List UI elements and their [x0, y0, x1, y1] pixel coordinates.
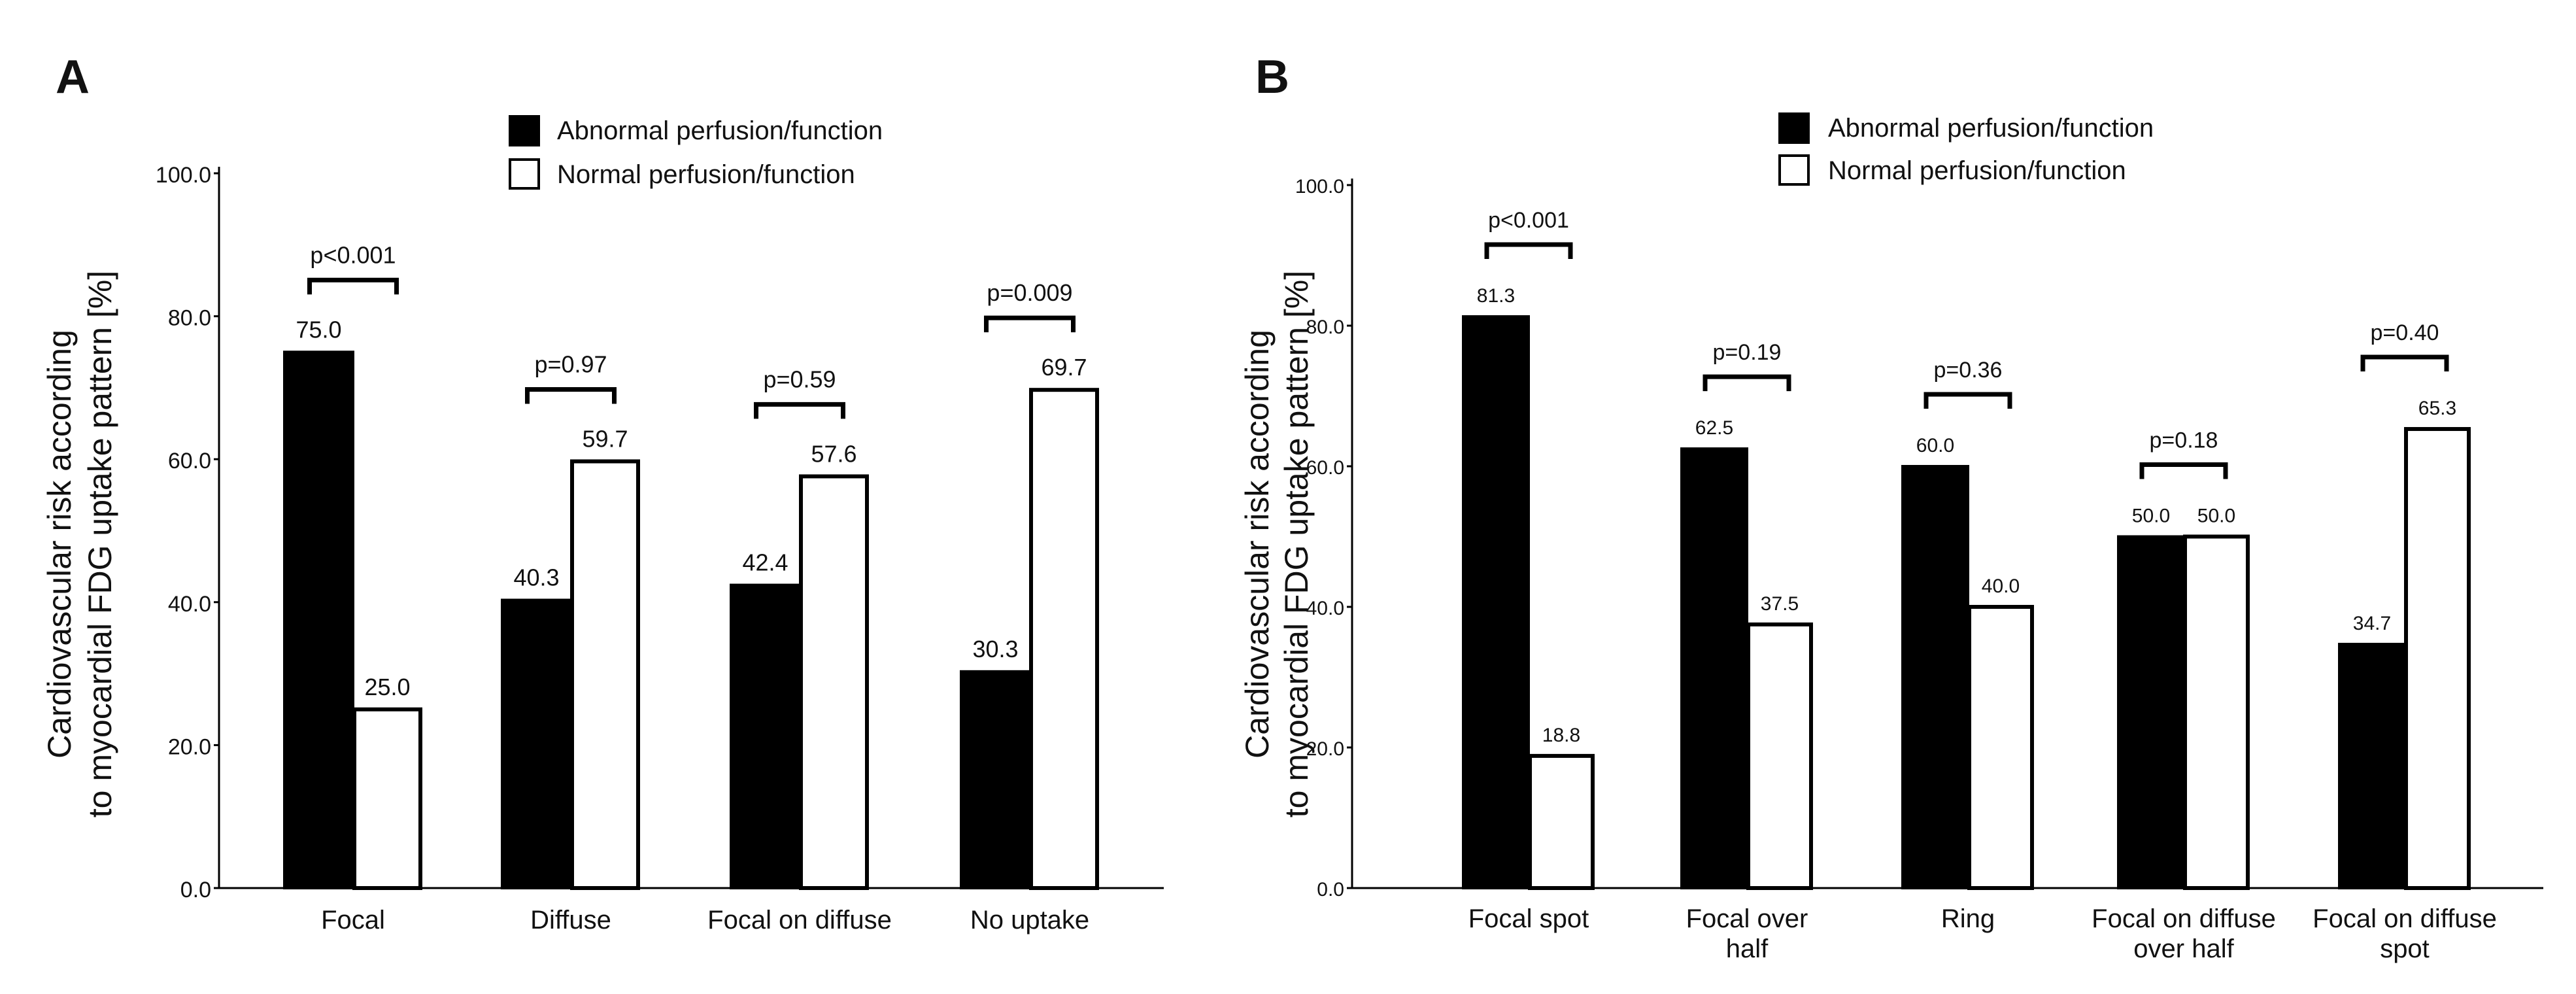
value-label-abnormal-b: 81.3 — [1477, 285, 1515, 307]
bar-abnormal-a — [960, 670, 1031, 890]
panel-letter-a: A — [56, 51, 90, 103]
value-label-normal-a: 59.7 — [582, 425, 628, 452]
y-tick-label-a: 60.0 — [168, 449, 211, 473]
category-label-a: Focal on diffuse — [707, 906, 892, 934]
p-value-label-b: p=0.40 — [2371, 320, 2439, 345]
category-label-b: half — [1726, 934, 1769, 963]
p-value-label-b: p=0.36 — [1934, 358, 2003, 383]
value-label-normal-b: 65.3 — [2418, 398, 2456, 419]
y-axis-label-a-line2: to myocardial FDG uptake pattern [%] — [82, 271, 118, 817]
category-label-b: over half — [2133, 934, 2234, 963]
y-axis-label-b-line2: to myocardial FDG uptake pattern [%] — [1278, 271, 1315, 817]
category-label-b: Ring — [1941, 904, 1995, 933]
significance-bracket-a — [525, 386, 617, 404]
y-tick-label-b: 40.0 — [1306, 598, 1344, 619]
y-tick-label-a: 20.0 — [168, 734, 211, 759]
plot-area-b: 0.0 20.0 40.0 60.0 80.0 100.0 81.3 18.8 p<0.001 F… — [1295, 176, 2543, 963]
legend-label-normal-a: Normal perfusion/function — [557, 160, 855, 189]
legend-b: Abnormal perfusion/function Normal perfu… — [1778, 112, 2154, 186]
legend-swatch-abnormal-a — [509, 115, 540, 146]
legend-label-normal-b: Normal perfusion/function — [1828, 156, 2126, 185]
value-label-abnormal-b: 34.7 — [2353, 613, 2391, 634]
legend-swatch-normal-a — [509, 158, 540, 190]
y-tick-label-b: 60.0 — [1306, 457, 1344, 479]
category-label-b: Focal over — [1686, 904, 1808, 933]
category-label-b: Focal on diffuse — [2092, 904, 2276, 933]
category-label-a: Focal — [321, 906, 385, 934]
significance-bracket-b — [1484, 242, 1573, 260]
legend-swatch-normal-b — [1778, 154, 1810, 186]
bar-abnormal-b — [1462, 315, 1530, 889]
significance-bracket-a — [984, 315, 1076, 333]
y-tick-label-b: 80.0 — [1306, 317, 1344, 338]
bar-abnormal-b — [1680, 447, 1748, 889]
p-value-label-b: p=0.18 — [2150, 428, 2218, 453]
value-label-abnormal-b: 60.0 — [1916, 435, 1954, 456]
value-label-normal-b: 18.8 — [1542, 725, 1580, 746]
significance-bracket-a — [307, 277, 399, 295]
significance-bracket-b — [2139, 462, 2228, 479]
y-tick-label-b: 100.0 — [1295, 176, 1344, 197]
bar-normal-a — [352, 707, 422, 890]
y-axis-label-b-line1: Cardiovascular risk according — [1239, 330, 1276, 759]
y-tick-label-a: 0.0 — [180, 878, 211, 902]
category-label-b: Focal spot — [1468, 904, 1589, 933]
bar-abnormal-b — [1901, 465, 1969, 889]
bar-normal-b — [2183, 534, 2250, 890]
bar-normal-b — [1528, 753, 1595, 891]
value-label-normal-a: 69.7 — [1041, 354, 1087, 381]
bar-normal-b — [1967, 605, 2034, 890]
legend-swatch-abnormal-b — [1778, 112, 1810, 144]
bar-normal-a — [570, 459, 640, 890]
category-label-b: Focal on diffuse — [2313, 904, 2497, 933]
p-value-label-b: p<0.001 — [1488, 208, 1569, 233]
value-label-normal-b: 50.0 — [2197, 506, 2235, 527]
category-label-b: spot — [2380, 934, 2430, 963]
bar-normal-a — [799, 474, 869, 890]
value-label-abnormal-a: 40.3 — [513, 564, 559, 591]
p-value-label-b: p=0.19 — [1713, 340, 1782, 365]
value-label-abnormal-a: 42.4 — [742, 549, 788, 576]
value-label-normal-b: 40.0 — [1982, 575, 2020, 597]
value-label-normal-a: 57.6 — [811, 440, 856, 467]
y-axis-label-a-line1: Cardiovascular risk according — [41, 330, 78, 759]
significance-bracket-a — [754, 402, 845, 419]
legend-label-abnormal-b: Abnormal perfusion/function — [1828, 114, 2154, 143]
bar-normal-a — [1029, 388, 1099, 890]
bar-abnormal-b — [2338, 642, 2406, 889]
significance-bracket-b — [1703, 374, 1791, 392]
category-label-a: Diffuse — [530, 906, 611, 934]
value-label-abnormal-a: 30.3 — [972, 636, 1018, 662]
p-value-label-a: p=0.97 — [534, 351, 607, 377]
significance-bracket-b — [2360, 354, 2449, 372]
y-tick-label-b: 20.0 — [1306, 738, 1344, 760]
value-label-normal-b: 37.5 — [1761, 593, 1799, 615]
y-tick-label-a: 40.0 — [168, 592, 211, 617]
bar-abnormal-b — [2117, 535, 2185, 889]
legend-a: Abnormal perfusion/function Normal perfu… — [509, 115, 883, 190]
bar-normal-b — [2404, 427, 2471, 890]
category-label-a: No uptake — [970, 906, 1089, 934]
y-tick-label-a: 80.0 — [168, 306, 211, 331]
p-value-label-a: p=0.59 — [763, 366, 836, 392]
legend-label-abnormal-a: Abnormal perfusion/function — [557, 116, 883, 145]
y-tick-label-a: 100.0 — [156, 163, 211, 188]
bar-normal-b — [1746, 622, 1813, 890]
y-tick-label-b: 0.0 — [1317, 879, 1344, 900]
p-value-label-a: p=0.009 — [987, 279, 1072, 306]
value-label-abnormal-b: 62.5 — [1695, 417, 1733, 439]
bar-abnormal-a — [730, 583, 801, 889]
value-label-abnormal-a: 75.0 — [296, 316, 341, 343]
value-label-abnormal-b: 50.0 — [2132, 506, 2170, 527]
value-label-normal-a: 25.0 — [364, 674, 410, 700]
p-value-label-a: p<0.001 — [310, 241, 396, 268]
panel-letter-b: B — [1255, 51, 1289, 103]
plot-area-a: 0.0 20.0 40.0 60.0 80.0 100.0 75.0 25.0 p<0.001 F… — [156, 163, 1164, 934]
bar-abnormal-a — [283, 351, 354, 889]
bar-abnormal-a — [501, 598, 572, 889]
significance-bracket-b — [1924, 392, 2012, 409]
